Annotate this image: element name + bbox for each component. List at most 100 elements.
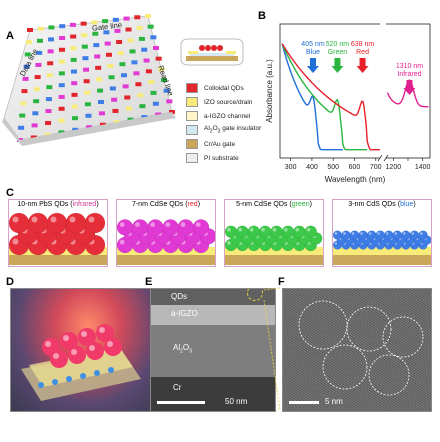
device-pixel [44,132,51,137]
device-pixel [129,49,136,54]
qd-sphere [304,225,318,238]
legend-label: Colloidal QDs [204,84,244,92]
qd-sphere [225,225,238,238]
qd-sphere [177,219,195,236]
device-pixel [155,56,162,61]
qd-card-title: 10-nm PbS QDs (infrared) [17,201,99,208]
device-pixel [113,120,120,125]
qd-sphere [9,212,30,234]
peak-annotation: Blue [306,49,320,56]
qd-sphere [50,350,68,368]
device-pixel [82,56,89,61]
device-pixel [105,52,112,57]
device-pixel [96,77,103,82]
device-pixel [102,19,109,24]
qd-sphere [147,219,164,236]
peak-annotation: Infrared [397,71,421,78]
device-pixel [98,111,105,116]
legend-swatch [186,111,198,121]
device-pixel [119,62,126,67]
device-pixel [70,69,77,74]
series-line [281,43,380,151]
device-pixel [143,58,150,63]
device-pixel [21,89,28,94]
cr-text: Cr [173,383,182,392]
device-pixel [111,97,118,102]
qd-sphere [375,230,385,240]
qds-layer [151,289,275,305]
cr-layer [151,377,275,411]
x-tick-label: 1200 [386,164,402,171]
device-pixel [48,25,55,30]
qd-card-title: 3-nm CdS QDs (blue) [348,201,416,208]
device-pixel [163,88,170,93]
series-line [281,43,343,151]
device-pixel [150,90,157,95]
device-pixel [134,15,141,20]
qd-card: 7-nm CdSe QDs (red) [116,199,216,267]
legend-swatch [186,153,198,163]
qd-sphere [367,230,377,240]
qd-card-title: 5-nm CdSe QDs (green) [236,201,312,208]
qd-card: 3-nm CdS QDs (blue) [332,199,432,267]
zoom-circle [247,289,263,301]
device-pixel [124,95,131,100]
device-pixel [48,37,55,42]
absorbance-chart: 300 400 500 600 700 1200 1400 Wavelength (nm) Ab… [265,21,431,184]
device-pixel [127,117,134,122]
qd-sphere [293,225,306,238]
legend-label: a-IGZO channel [204,112,251,120]
device-pixel [98,99,105,104]
zoom-connector [263,287,281,411]
device-pixel [58,118,65,123]
device-pixel [147,24,154,29]
device-pixel [127,38,134,43]
device-pixel [152,101,159,106]
device-pixel [161,78,167,82]
device-pixel [85,113,92,118]
device-pixel [35,62,42,67]
device-pixel [58,59,65,64]
device-pixel [153,46,159,50]
device-pixel [72,127,79,132]
qd-sphere [333,230,343,240]
device-pixel [121,73,127,78]
device-pixel [137,93,144,98]
legend-label: IZO source/drain [204,98,253,106]
device-pixel [71,104,78,109]
device-pixel [81,33,88,38]
legend-swatch [186,125,198,135]
panel-d-illustration [10,288,152,412]
legend-label: PI substrate [204,154,239,162]
device-pixel [71,92,78,97]
device-pixel [112,17,119,22]
device-pixel [131,60,138,65]
device-pixel [80,21,87,26]
device-pixel [23,64,30,69]
qd-sphere [162,219,179,236]
qd-sphere [392,230,403,240]
scale-text-f: 5 nm [325,397,343,406]
device-pixel [37,26,44,31]
device-pixel [31,123,38,128]
device-pixel [45,109,52,114]
qd-sphere [236,225,249,238]
igzo-layer [151,305,275,325]
device-pixel [116,40,123,44]
device-pixel [103,30,110,35]
panel-c-label: C [6,187,14,199]
axis-break-mark [377,154,383,162]
qd-sphere [104,338,122,356]
qd-sphere [192,219,210,236]
qd-sphere [86,342,104,360]
device-pixel [22,76,29,81]
device-pixel [112,108,119,113]
device-pixel [70,34,77,39]
x-tick-label: 500 [327,164,339,171]
x-tick-label: 300 [285,164,297,171]
qd-card: 5-nm CdSe QDs (green) [224,199,324,267]
qd-sphere [259,225,272,238]
x-tick-label: 400 [306,164,318,171]
device-pixel [71,81,78,86]
device-pixel [58,83,65,88]
